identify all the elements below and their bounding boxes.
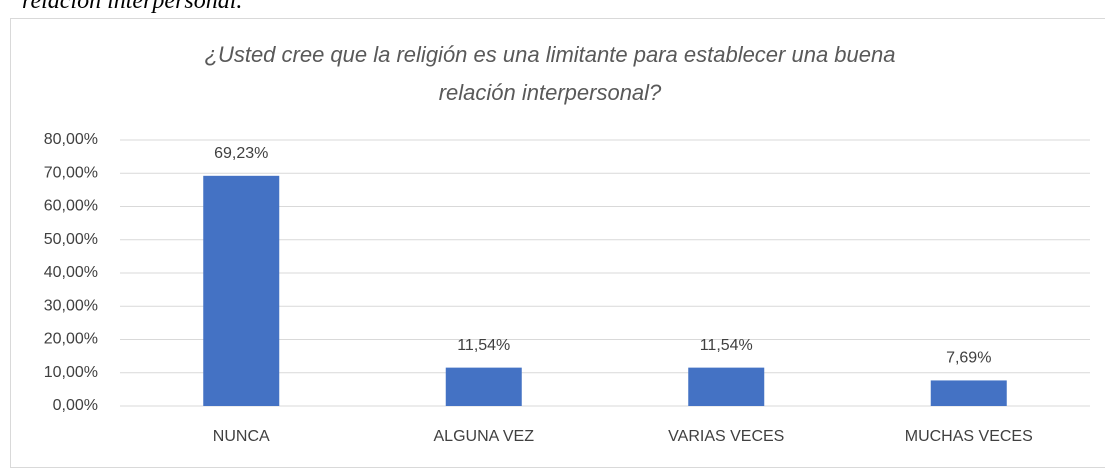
bar: [688, 367, 765, 406]
y-tick-label: 50,00%: [44, 231, 98, 248]
y-tick-label: 60,00%: [44, 198, 98, 215]
bar: [445, 367, 522, 406]
y-tick-label: 20,00%: [44, 331, 98, 348]
y-tick-label: 30,00%: [44, 297, 98, 314]
y-tick-label: 80,00%: [44, 131, 98, 148]
y-tick-label: 10,00%: [44, 364, 98, 381]
x-tick-label: NUNCA: [213, 428, 270, 445]
y-tick-label: 40,00%: [44, 264, 98, 281]
caption: relación interpersonal.: [22, 0, 243, 14]
bar: [930, 380, 1007, 406]
y-tick-label: 0,00%: [53, 397, 98, 414]
x-tick-label: MUCHAS VECES: [905, 428, 1033, 445]
data-label: 11,54%: [457, 337, 510, 354]
x-tick-label: ALGUNA VEZ: [434, 428, 535, 445]
bar: [203, 175, 280, 406]
data-label: 7,69%: [946, 350, 991, 367]
data-label: 69,23%: [214, 145, 268, 162]
y-tick-label: 70,00%: [44, 164, 98, 181]
x-tick-label: VARIAS VECES: [668, 428, 784, 445]
chart-title: ¿Usted cree que la religión es una limit…: [204, 42, 896, 105]
data-label: 11,54%: [700, 337, 753, 354]
